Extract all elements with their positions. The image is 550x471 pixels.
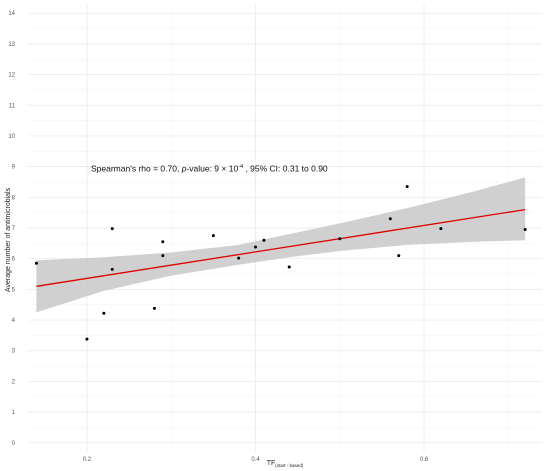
- annotation-pvalue: -value: 9 × 10: [186, 164, 238, 174]
- y-tick-label: 8: [12, 195, 16, 201]
- x-tick-label: 0.2: [83, 457, 92, 463]
- y-tick-label: 10: [8, 134, 15, 140]
- y-tick-label: 12: [8, 73, 15, 79]
- data-point: [523, 228, 527, 232]
- data-point: [338, 237, 342, 241]
- correlation-annotation: Spearman's rho = 0.70, p-value: 9 × 10-4…: [91, 164, 328, 174]
- y-tick-label: 2: [12, 379, 16, 385]
- major-grid: [28, 4, 542, 452]
- y-tick-label: 11: [9, 103, 16, 109]
- data-point: [287, 265, 291, 269]
- x-axis-title: TF(start - based): [267, 460, 304, 468]
- y-tick-label: 6: [12, 257, 16, 263]
- data-point: [161, 240, 165, 244]
- data-point: [85, 337, 89, 341]
- data-point: [152, 306, 156, 310]
- annotation-p-label: p: [181, 164, 187, 174]
- y-tick-label: 4: [12, 318, 16, 324]
- data-point: [161, 254, 165, 258]
- data-point: [254, 245, 258, 249]
- y-tick-label: 14: [8, 11, 15, 17]
- y-tick-label: 3: [12, 349, 16, 355]
- data-points: [34, 185, 527, 341]
- data-point: [34, 261, 38, 265]
- y-tick-label: 0: [12, 441, 16, 447]
- annotation-suffix: , 95% CI: 0.31 to 0.90: [243, 164, 328, 174]
- data-point: [262, 238, 266, 242]
- y-tick-label: 5: [12, 287, 16, 293]
- regression-line: [36, 208, 526, 287]
- y-tick-label: 1: [12, 410, 16, 416]
- confidence-band: [36, 177, 526, 313]
- data-point: [110, 267, 114, 271]
- data-point: [397, 254, 401, 258]
- data-point: [388, 217, 392, 221]
- data-point: [110, 227, 114, 231]
- x-tick-label: 0.4: [251, 457, 260, 463]
- data-point: [439, 227, 443, 231]
- y-tick-label: 13: [8, 42, 15, 48]
- x-tick-label: 0.6: [420, 457, 429, 463]
- data-point: [211, 234, 215, 238]
- data-point: [237, 256, 241, 260]
- y-tick-label: 9: [12, 165, 16, 171]
- y-axis-title: Average number of antimicrobials: [5, 187, 12, 292]
- x-axis-title-main: TF: [267, 460, 276, 467]
- y-tick-label: 7: [12, 226, 16, 232]
- data-point: [102, 311, 106, 315]
- x-axis-title-subscript: (start - based): [275, 463, 304, 468]
- annotation-prefix: Spearman's rho = 0.70,: [91, 164, 182, 174]
- x-axis-ticks: 0.2 0.4 0.6: [83, 457, 429, 463]
- annotation-exponent: -4: [238, 164, 243, 170]
- data-point: [405, 185, 409, 189]
